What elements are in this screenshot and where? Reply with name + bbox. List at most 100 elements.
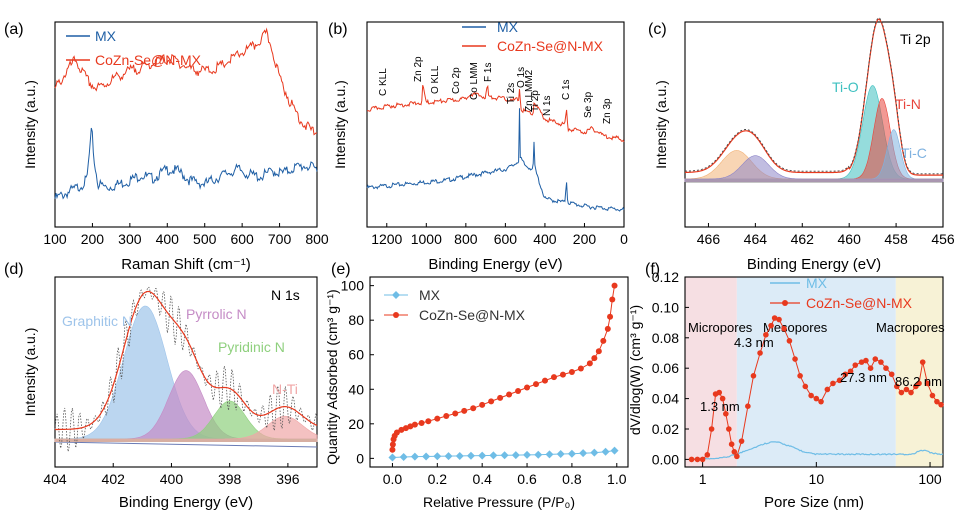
data-point-coznse — [708, 426, 715, 432]
data-point-mx — [388, 453, 397, 462]
data-point-coznse — [731, 449, 738, 455]
x-tick-label: 400 — [533, 231, 557, 247]
data-point-coznse — [568, 369, 575, 375]
raw-data-line — [685, 17, 943, 175]
data-point-mx — [556, 450, 565, 459]
data-point-coznse — [524, 384, 531, 391]
data-point-coznse — [872, 356, 879, 362]
x-tick-label: 0 — [620, 231, 628, 247]
data-point-coznse — [824, 386, 831, 393]
data-point-coznse — [763, 331, 769, 338]
x-tick-label: 460 — [838, 231, 862, 247]
peak-annotation: N 1s — [542, 95, 553, 116]
region-band-micro — [685, 277, 737, 467]
data-point-coznse — [479, 401, 486, 408]
data-point-mx — [410, 452, 419, 461]
region-label-macro: Macropores — [876, 320, 945, 335]
data-point-coznse — [541, 377, 548, 384]
x-tick-label: 500 — [193, 231, 217, 247]
x-tick-label: 400 — [160, 471, 184, 487]
data-point-coznse — [883, 365, 889, 372]
y-tick-label: 0.00 — [652, 451, 679, 467]
legend-marker-coznse — [393, 312, 399, 318]
data-point-coznse — [893, 383, 900, 390]
y-tick-label: 0.02 — [652, 421, 679, 437]
panel-a-label: (a) — [4, 21, 24, 38]
data-point-coznse — [497, 394, 504, 401]
panel-b-label: (b) — [328, 21, 348, 38]
data-point-coznse — [836, 377, 843, 384]
x-tick-label: 0.4 — [472, 471, 492, 487]
data-point-mx — [444, 452, 453, 461]
peak-annotation: 1.3 nm — [700, 399, 740, 414]
y-axis-label: Intensity (a.u.) — [332, 80, 348, 169]
peak-label-ti-c: Ti-C — [901, 145, 927, 161]
x-tick-label: 398 — [218, 471, 242, 487]
peak-label-graphitic: Graphitic N — [62, 313, 132, 329]
x-tick-label: 100 — [918, 471, 942, 487]
peak-annotation: Ti 2s — [506, 83, 517, 104]
data-point-coznse — [771, 315, 778, 321]
y-tick-label: 40 — [348, 381, 364, 397]
x-tick-label: 200 — [81, 231, 105, 247]
peak-annotation: 4.3 nm — [734, 335, 774, 350]
data-point-mx — [590, 448, 599, 457]
data-point-coznse — [393, 429, 400, 436]
data-point-coznse — [719, 395, 726, 402]
legend-label-mx: MX — [419, 287, 441, 303]
data-point-mx — [601, 447, 610, 456]
data-point-coznse — [934, 398, 940, 405]
data-point-mx — [545, 450, 554, 459]
peak-annotation: O 1s — [516, 67, 527, 88]
data-point-coznse — [418, 419, 425, 426]
data-point-coznse — [586, 360, 593, 367]
data-point-mx — [399, 452, 408, 461]
data-point-coznse — [425, 418, 432, 425]
data-point-coznse — [768, 322, 774, 329]
data-point-coznse — [924, 380, 931, 387]
y-tick-label: 0.04 — [652, 391, 679, 407]
data-point-mx — [511, 451, 520, 460]
data-point-coznse — [577, 365, 584, 372]
data-point-coznse — [411, 421, 418, 428]
y-tick-label: 80 — [348, 312, 364, 328]
data-point-coznse — [776, 316, 782, 323]
x-tick-label: 0.6 — [517, 471, 537, 487]
peak-label-ti-n: Ti-N — [895, 96, 921, 112]
panel-b-frame — [366, 21, 625, 228]
panel-e-frame — [369, 276, 629, 468]
data-point-coznse — [443, 413, 450, 420]
y-axis-label: Intensity (a.u.) — [653, 80, 669, 169]
x-tick-label: 10 — [809, 471, 825, 487]
data-point-coznse — [858, 359, 865, 365]
peak-annotation: Zn 3p — [602, 98, 613, 124]
panel-f-frame — [684, 276, 944, 468]
panel-c-title: Ti 2p — [900, 31, 931, 47]
data-point-coznse — [550, 374, 557, 381]
data-point-coznse — [533, 381, 540, 388]
baseline — [54, 441, 318, 448]
data-point-coznse — [888, 371, 895, 378]
data-point-coznse — [797, 373, 803, 379]
data-point-coznse — [559, 371, 566, 378]
x-axis-label: Binding Energy (eV) — [428, 256, 562, 273]
data-point-mx — [478, 451, 487, 460]
data-point-coznse — [938, 401, 944, 408]
panel-f-label: (f) — [645, 261, 660, 278]
legend-marker-mx — [392, 291, 400, 299]
data-point-coznse — [929, 392, 936, 399]
region-label-micro: Micropores — [688, 320, 753, 335]
series-line-mx — [366, 108, 625, 212]
data-point-coznse — [704, 452, 711, 458]
data-point-coznse — [716, 389, 723, 396]
y-tick-label: 100 — [341, 278, 365, 294]
region-band-meso — [736, 277, 896, 467]
data-point-coznse — [389, 441, 396, 448]
x-tick-label: 402 — [102, 471, 126, 487]
peak-label-ti-o: Ti-O — [832, 79, 859, 95]
legend-label-coznse: CoZn-Se@N-MX — [497, 38, 604, 54]
data-point-coznse — [802, 383, 809, 390]
y-tick-label: 0.06 — [652, 360, 679, 376]
peak-label-pyrrolic: Pyrrolic N — [186, 306, 247, 322]
x-tick-label: 1.0 — [607, 471, 627, 487]
